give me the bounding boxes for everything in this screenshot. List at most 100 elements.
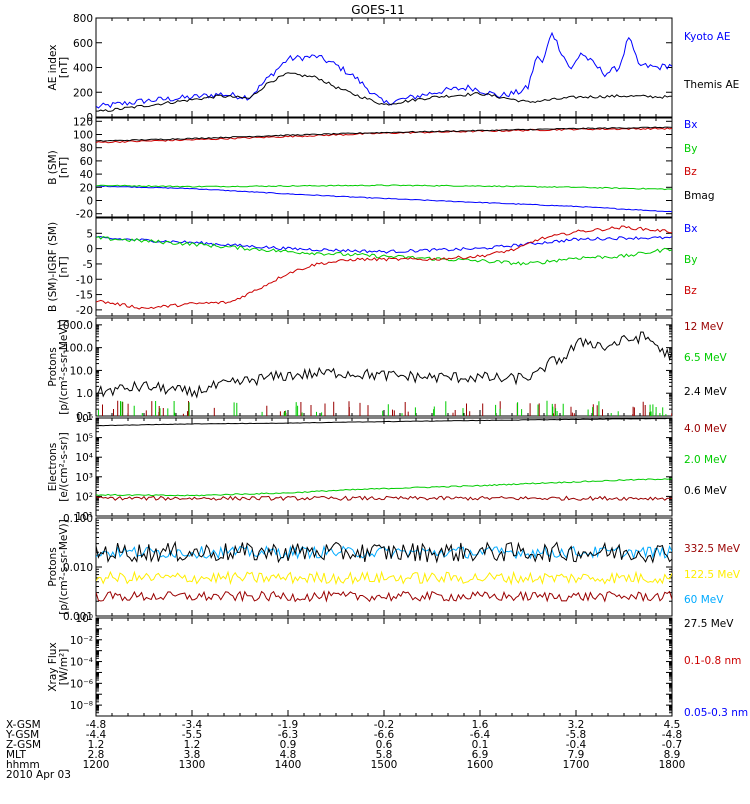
x-row-value: 4.8 <box>280 749 297 761</box>
y-tick-label: 400 <box>73 63 93 75</box>
legend-entry: Bmag <box>684 190 715 202</box>
y-axis-unit: [nT] <box>58 157 70 178</box>
x-row-value: 1800 <box>659 759 686 771</box>
x-row-value: 1700 <box>563 759 590 771</box>
x-row-value: 0.1 <box>472 739 489 751</box>
legend-entry: Themis AE <box>683 79 739 91</box>
panel-3: -20 -15 -10 -5 0 5 B (SM)-IGRF (SM) [nT] Bx By Bz <box>47 217 697 317</box>
x-row-value: 0.6 <box>376 739 393 751</box>
x-row-value: -6.3 <box>278 729 299 741</box>
series-line-2-1 <box>96 185 672 213</box>
y-axis-unit: [e/(cm²-s-sr)] <box>58 432 70 501</box>
y-tick-label: 0 <box>86 244 93 256</box>
series-line-2-3 <box>96 127 672 144</box>
legend-entry: By <box>684 143 697 155</box>
panel-5: 10¹ 10² 10³ 10⁴ 10⁵ 10⁶ Electrons [e/(cm²-s-sr)… <box>47 413 728 523</box>
legend-entry: 0.6 MeV <box>684 485 728 497</box>
x-row-value: 3.8 <box>184 749 201 761</box>
y-axis-label: Electrons <box>47 443 59 492</box>
y-tick-label: 5 <box>86 228 93 240</box>
y-tick-label: 10⁴ <box>75 452 93 464</box>
x-row-value: 1300 <box>179 759 206 771</box>
series-line-6-1 <box>96 590 672 603</box>
y-axis-label: Protons <box>47 347 59 386</box>
y-tick-label: 0.100 <box>63 513 93 525</box>
y-tick-label: 100 <box>73 130 93 142</box>
x-row-value: 1.2 <box>88 739 105 751</box>
y-tick-label: 0.1 <box>76 411 93 423</box>
legend-entry: 12 MeV <box>684 321 724 333</box>
y-tick-label: 0.001 <box>63 611 93 623</box>
x-row-value: 1.6 <box>472 719 489 731</box>
x-row-value: -6.6 <box>374 729 395 741</box>
legend-entry: 122.5 MeV <box>684 569 741 581</box>
y-axis-label: B (SM)-IGRF (SM) <box>47 222 59 312</box>
series-line-2-4 <box>96 126 672 142</box>
y-axis-unit: [nT] <box>58 256 70 277</box>
legend-entry: 27.5 MeV <box>684 618 734 630</box>
x-row-value: 3.2 <box>568 719 585 731</box>
x-row-value: 7.9 <box>568 749 585 761</box>
y-tick-label: 600 <box>73 38 93 50</box>
x-row-value: 2.8 <box>88 749 105 761</box>
panel-4: 0.1 1.0 10.0 100.0 1000.0 Protons [p/(cm²-s-sr… <box>47 317 728 423</box>
legend-entry: Bz <box>684 285 697 297</box>
series-line-6-2 <box>96 570 672 586</box>
y-tick-label: 10⁻⁴ <box>70 657 93 669</box>
panel-frame <box>95 417 673 517</box>
x-row-value: -3.4 <box>182 719 203 731</box>
series-line-1-1 <box>96 31 672 109</box>
y-tick-label: -15 <box>76 290 93 302</box>
x-row-value: -0.7 <box>662 739 683 751</box>
y-axis-unit: [W/m²] <box>58 649 70 686</box>
y-tick-label: 80 <box>80 143 93 155</box>
x-row-value: 5.8 <box>376 749 393 761</box>
x-row-value: -4.4 <box>86 729 107 741</box>
y-tick-label: 0.010 <box>63 562 93 574</box>
y-axis-label: Protons <box>47 547 59 586</box>
y-axis-unit: [p/(cm²-s-sr-MeV)] <box>58 319 70 414</box>
panel-frame <box>95 617 673 717</box>
y-tick-label: 10⁶ <box>75 413 93 425</box>
x-row-value: 8.9 <box>664 749 681 761</box>
y-tick-label: 10³ <box>75 472 93 484</box>
legend-entry: 2.4 MeV <box>684 386 728 398</box>
panel-6: 0.001 0.010 0.100 Protons [p/(cm²-s-sr-MeV)]… <box>47 513 741 630</box>
x-row-value: -0.2 <box>374 719 395 731</box>
legend-entry: Bx <box>684 119 697 131</box>
y-tick-label: 10² <box>75 491 93 503</box>
x-row-value: -5.8 <box>566 729 587 741</box>
y-tick-label: -10 <box>76 274 93 286</box>
series-line-5-1 <box>96 495 672 501</box>
x-row-value: 1500 <box>371 759 398 771</box>
y-tick-label: 60 <box>80 156 93 168</box>
y-tick-label: 40 <box>80 169 93 181</box>
legend-entry: 0.05-0.3 nm <box>684 707 748 719</box>
x-row-label: MLT <box>6 749 26 761</box>
x-row-value: -0.4 <box>566 739 587 751</box>
y-tick-label: 10⁻⁶ <box>70 678 93 690</box>
legend-entry: Bz <box>684 166 697 178</box>
x-row-value: 1200 <box>83 759 110 771</box>
series-line-2-2 <box>96 184 672 191</box>
y-tick-label: 800 <box>73 13 93 25</box>
y-tick-label: -20 <box>76 305 93 317</box>
legend-entry: Bx <box>684 223 697 235</box>
y-tick-label: -20 <box>76 209 93 221</box>
y-tick-label: 1.0 <box>76 388 93 400</box>
y-axis-label: Xray Flux <box>47 642 59 691</box>
series-line-4-2 <box>97 400 667 416</box>
x-row-value: 1400 <box>275 759 302 771</box>
y-tick-label: 100.0 <box>63 343 93 355</box>
y-tick-label: 10⁵ <box>75 433 93 445</box>
y-tick-label: 10⁻⁸ <box>70 700 93 712</box>
series-line-5-2 <box>96 478 672 497</box>
x-row-value: 1.2 <box>184 739 201 751</box>
legend-entry: Kyoto AE <box>684 31 730 43</box>
y-tick-label: 120 <box>73 116 93 128</box>
y-axis-label: B (SM) <box>47 150 59 184</box>
